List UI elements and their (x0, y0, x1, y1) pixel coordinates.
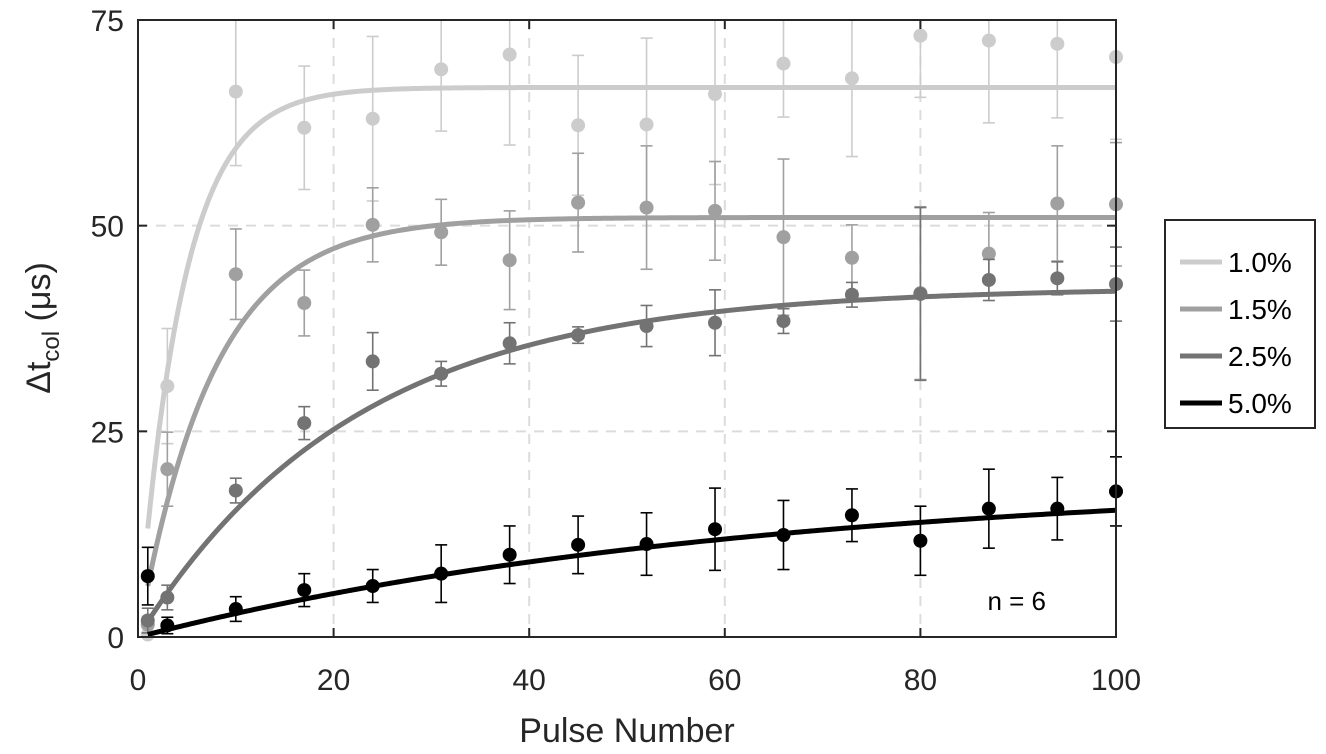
data-point (571, 118, 586, 133)
data-point (140, 613, 155, 628)
data-point (434, 225, 449, 240)
legend-label: 5.0% (1228, 388, 1292, 419)
x-tick-label: 20 (317, 664, 350, 697)
data-point (502, 547, 517, 562)
data-point (981, 501, 996, 516)
data-point (844, 250, 859, 265)
y-tick-label: 50 (91, 211, 124, 244)
x-tick-label: 60 (708, 664, 741, 697)
data-point (639, 117, 654, 132)
data-point (502, 336, 517, 351)
data-point (502, 253, 517, 268)
data-point (571, 195, 586, 210)
data-point (776, 230, 791, 245)
y-tick-label: 75 (91, 5, 124, 38)
data-point (913, 286, 928, 301)
data-point (571, 328, 586, 343)
data-point (981, 33, 996, 48)
data-point (297, 583, 312, 598)
data-point (297, 295, 312, 310)
data-point (844, 287, 859, 302)
data-point (639, 537, 654, 552)
data-point (1050, 501, 1065, 516)
data-point (502, 47, 517, 62)
data-point (844, 508, 859, 523)
legend-label: 2.5% (1228, 341, 1292, 372)
data-point (365, 354, 380, 369)
data-point (365, 578, 380, 593)
data-point (913, 533, 928, 548)
legend-label: 1.5% (1228, 294, 1292, 325)
data-point (140, 569, 155, 584)
series-2.5% (140, 206, 1123, 634)
x-tick-label: 100 (1091, 664, 1141, 697)
data-point (708, 87, 723, 102)
data-point (776, 527, 791, 542)
fit-curve (147, 507, 1117, 637)
y-axis-label-unit: (μs) (20, 262, 58, 331)
data-point (708, 203, 723, 218)
data-point (228, 84, 243, 99)
data-point (981, 272, 996, 287)
data-point (365, 217, 380, 232)
series-5.0% (140, 456, 1123, 637)
data-point (981, 246, 996, 261)
y-tick-label: 25 (91, 416, 124, 449)
x-tick-label: 0 (130, 664, 147, 697)
series-layer (140, 20, 1123, 642)
plot-background (138, 20, 1116, 637)
data-point (160, 379, 175, 394)
data-point (708, 522, 723, 537)
data-point (434, 62, 449, 77)
legend: 1.0% 1.5% 2.5% 5.0% (1164, 219, 1316, 429)
legend-label: 1.0% (1228, 247, 1292, 278)
data-point (434, 366, 449, 381)
data-point (708, 315, 723, 330)
data-point (160, 462, 175, 477)
data-point (639, 200, 654, 215)
plot-frame (137, 19, 1117, 638)
data-point (365, 111, 380, 126)
y-axis-label-subscript: col (38, 331, 65, 362)
data-point (776, 56, 791, 71)
data-point (571, 537, 586, 552)
x-axis-label: Pulse Number (519, 712, 734, 750)
y-axis-label: Δtcol (μs) (20, 262, 65, 394)
ticks: 0 20 40 60 80 100 0 25 50 75 (91, 5, 1141, 697)
data-point (297, 120, 312, 135)
data-point (844, 71, 859, 86)
data-point (913, 28, 928, 43)
fit-curve (145, 84, 1117, 529)
data-point (434, 566, 449, 581)
fit-curve (145, 288, 1117, 623)
data-point (228, 483, 243, 498)
data-point (1050, 271, 1065, 286)
legend-box (1164, 219, 1316, 429)
sample-size-annotation: n = 6 (987, 586, 1046, 616)
data-point (1050, 196, 1065, 211)
fit-curve (145, 214, 1117, 587)
y-tick-label: 0 (107, 622, 124, 655)
data-point (228, 267, 243, 282)
x-tick-label: 80 (904, 664, 937, 697)
x-tick-label: 40 (513, 664, 546, 697)
data-point (228, 602, 243, 617)
data-point (160, 590, 175, 605)
data-point (297, 416, 312, 431)
data-point (160, 618, 175, 633)
data-point (639, 319, 654, 334)
data-point (1050, 36, 1065, 51)
y-axis-label-symbol: Δt (20, 361, 58, 394)
data-point (776, 314, 791, 329)
